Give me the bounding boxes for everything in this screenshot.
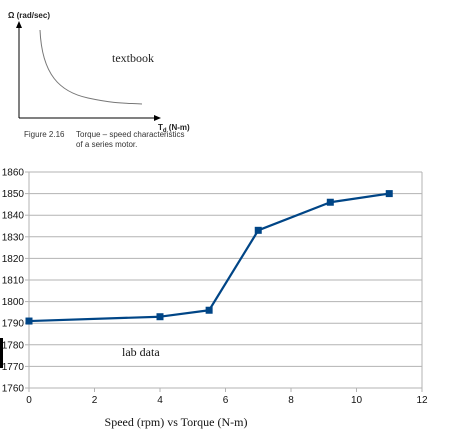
y-tick-label: 1780 [2,340,25,351]
textbook-figure: Ω (rad/sec) Td (N-m) textbook Figure 2.1… [8,11,190,149]
data-point [25,317,33,325]
chart-gridlines [29,171,422,389]
chart-annotation: lab data [122,345,160,359]
left-edge-mark [0,338,3,368]
x-tick-label: 2 [92,395,98,406]
textbook-annotation: textbook [112,51,154,65]
data-point [156,313,164,321]
x-tick-label: 6 [223,395,229,406]
textbook-y-axis-label: Ω (rad/sec) [8,11,50,20]
data-point [385,190,393,198]
textbook-caption-line1: Torque – speed characteristics [76,130,185,139]
y-tick-label: 1820 [2,254,25,265]
textbook-curve [39,29,143,105]
textbook-caption-line2: of a series motor. [76,140,137,149]
y-tick-label: 1860 [2,168,25,179]
textbook-x-arrow [154,115,161,121]
y-tick-label: 1770 [2,362,25,373]
x-tick-label: 8 [288,395,294,406]
y-tick-label: 1840 [2,211,25,222]
textbook-caption-number: Figure 2.16 [24,130,65,139]
chart-y-tick-labels: 1760 1770 1780 1790 1800 1810 1820 1830 1840 1850… [2,168,25,395]
textbook-x-axis-label-unit: (N-m) [167,123,190,132]
y-tick-label: 1810 [2,276,25,287]
chart-x-tick-labels: 0 2 4 6 8 10 12 [26,395,428,406]
y-tick-label: 1830 [2,232,25,243]
y-tick-label: 1760 [2,384,25,395]
data-point [205,306,213,314]
x-tick-label: 12 [416,395,428,406]
x-tick-label: 4 [157,395,163,406]
data-point [254,226,262,234]
textbook-x-axis-label-main: T [158,123,163,132]
x-tick-label: 0 [26,395,32,406]
series-line [28,192,390,323]
x-tick-label: 10 [351,395,363,406]
chart-axes [25,171,423,392]
textbook-x-axis-label: Td (N-m) [158,123,190,134]
chart-series [25,190,393,325]
data-point [326,198,334,206]
textbook-x-axis-label-sub: d [163,128,167,134]
chart-x-axis-label: Speed (rpm) vs Torque (N-m) [105,415,248,429]
y-tick-label: 1850 [2,189,25,200]
textbook-y-arrow [16,21,22,28]
y-tick-label: 1790 [2,319,25,330]
lab-chart: 1760 1770 1780 1790 1800 1810 1820 1830 1840 1850… [0,168,428,429]
y-tick-label: 1800 [2,297,25,308]
